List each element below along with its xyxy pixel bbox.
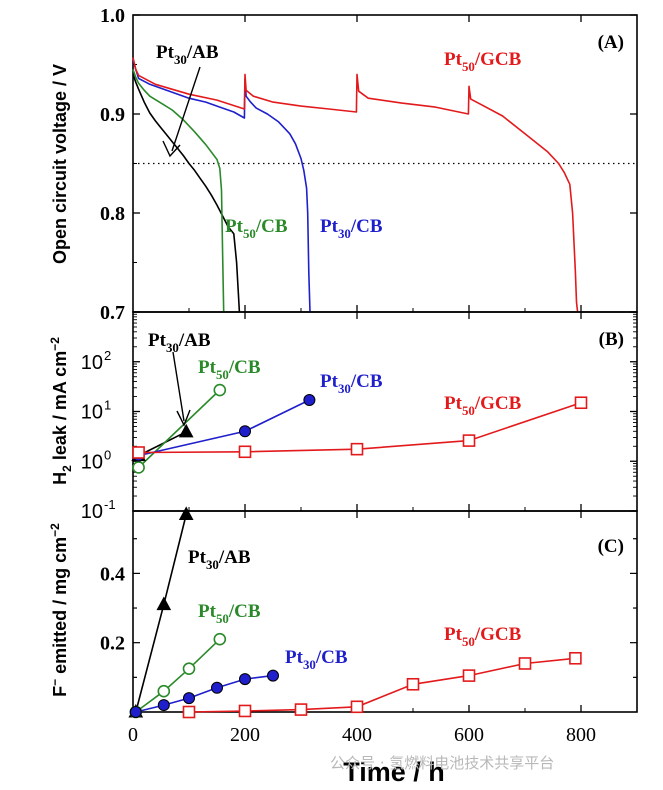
data-marker [156, 596, 172, 611]
series-line-pt30-cb [135, 674, 274, 713]
data-marker [239, 673, 251, 686]
data-marker [157, 699, 170, 712]
series-annotation: Pt50/CB [198, 601, 261, 626]
series-annotation: Pt50/CB [225, 216, 288, 241]
series-line-pt50-cb [138, 389, 221, 469]
series-annotation: Pt50/CB [198, 357, 261, 382]
y-tick-label-exponent: 1 [104, 398, 111, 413]
data-marker [178, 423, 194, 438]
annotation-arrowhead [162, 140, 181, 158]
data-marker [462, 434, 476, 447]
series-line-pt50-gcb [188, 657, 576, 713]
series-annotation: Pt30/AB [188, 547, 251, 572]
data-marker [406, 677, 420, 691]
y-tick-label: 0.9 [100, 104, 125, 126]
data-marker [132, 461, 145, 474]
y-tick-label: 10 [81, 451, 103, 473]
data-marker [129, 706, 142, 718]
y-tick-label: 0.7 [100, 302, 125, 324]
series-annotation: Pt50/GCB [444, 624, 522, 649]
data-marker [182, 662, 196, 675]
annotation-arrow [172, 351, 185, 422]
data-marker [462, 669, 476, 682]
shared-x-axis: 0 200 400 600 800 Time / h [128, 724, 596, 787]
y-tick-label: 10 [81, 352, 103, 374]
data-marker [350, 700, 364, 714]
annotation-arrow [171, 66, 201, 152]
y-tick-label-exponent: 2 [104, 348, 111, 363]
data-marker [350, 442, 364, 456]
data-marker [303, 394, 316, 407]
panel-a: (A) 0.7 0.8 0.9 1.0 Pt30/AB Pt50/CB Pt30/CB Pt50… [100, 5, 638, 324]
panel-c: (C) 0.2 0.4 Pt30/AB Pt50/CB Pt30/CB Pt50/GCB [100, 506, 638, 719]
data-marker [132, 446, 145, 459]
x-tick-label: 200 [230, 724, 260, 746]
series-line-pt50-cb [135, 638, 221, 713]
data-marker [267, 669, 279, 682]
y-tick-label: 10 [81, 501, 103, 523]
data-marker [178, 506, 194, 520]
x-tick-label: 0 [128, 724, 138, 746]
series-annotation: Pt50/GCB [444, 393, 522, 418]
data-marker [569, 651, 582, 665]
data-marker [157, 684, 171, 698]
y-tick-label-exponent: 0 [104, 447, 111, 462]
data-marker [211, 681, 223, 694]
data-marker [294, 703, 308, 716]
x-tick-label: 600 [454, 724, 484, 746]
data-marker [239, 425, 251, 438]
panel-label: (C) [598, 536, 624, 557]
y-axis-titles: Open circuit voltage / V H2 leak / mA cm−… [48, 64, 74, 697]
plot-frame [132, 510, 638, 713]
y-tick-label-exponent: -1 [104, 497, 116, 512]
data-marker [574, 396, 588, 410]
series-annotation: Pt50/GCB [444, 49, 522, 74]
data-marker [213, 383, 227, 397]
data-marker [238, 445, 252, 459]
data-marker [518, 657, 532, 670]
x-tick-label: 800 [566, 724, 596, 746]
y-tick-label: 0.2 [100, 633, 125, 655]
data-marker [238, 704, 252, 718]
annotation-arrowhead [176, 409, 191, 427]
y-axis-title-a: Open circuit voltage / V [50, 64, 70, 264]
series-line-pt50-gcb [132, 57, 579, 313]
y-tick-label: 0.8 [100, 203, 125, 225]
watermark: 公众号 · 氢燃料电池技术共享平台 [330, 754, 555, 772]
panel-label: (B) [599, 329, 624, 350]
series-line-pt30-cb [132, 59, 311, 313]
y-axis-title-c: F− emitted / mg cm−2 [48, 523, 70, 697]
y-tick-label: 1.0 [100, 5, 125, 27]
series-annotation: Pt30/AB [156, 42, 219, 67]
data-marker [213, 632, 227, 646]
y-tick-label: 10 [81, 402, 103, 424]
series-annotation: Pt30/CB [320, 371, 383, 396]
series-line-pt30-cb [138, 399, 310, 457]
x-tick-label: 400 [342, 724, 372, 746]
data-marker [182, 705, 196, 719]
series-line-pt30-ab [132, 74, 241, 313]
data-marker [183, 692, 195, 705]
y-axis-title-b: H2 leak / mA cm−2 [48, 337, 74, 485]
x-axis-title: Time / h [343, 757, 445, 787]
series-annotation: Pt30/AB [148, 330, 211, 355]
series-line-pt30-ab [135, 514, 187, 713]
y-tick-label: 0.4 [100, 563, 125, 585]
series-annotation: Pt30/CB [320, 216, 383, 241]
panel-label: (A) [598, 32, 624, 53]
series-annotation: Pt30/CB [285, 647, 348, 672]
series-line-pt50-cb [132, 69, 225, 313]
